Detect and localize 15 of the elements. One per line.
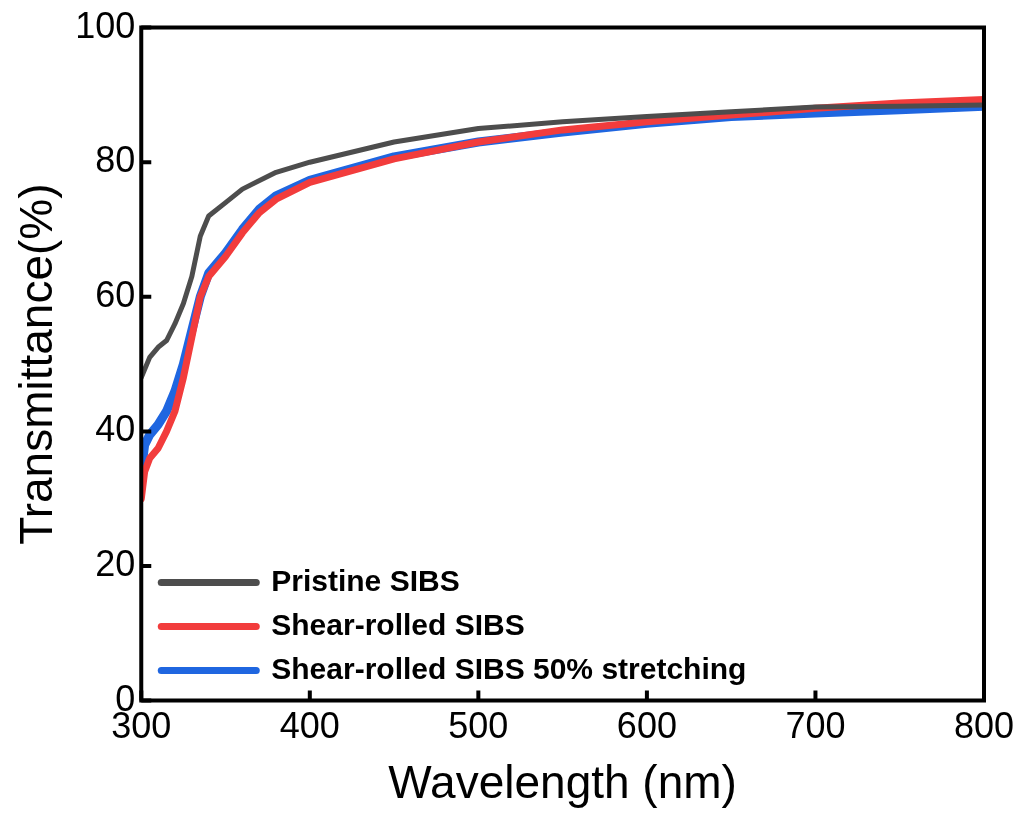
- y-tick-label: 80: [95, 139, 136, 181]
- y-tick-label: 60: [95, 273, 136, 315]
- x-axis-title: Wavelength (nm): [388, 756, 737, 809]
- legend-label: Shear-rolled SIBS: [271, 607, 525, 641]
- legend-label: Pristine SIBS: [271, 563, 460, 597]
- x-tick-label: 400: [279, 705, 340, 747]
- x-tick-label: 800: [953, 705, 1015, 747]
- y-axis-title: Transmittance(%): [10, 183, 63, 545]
- y-tick-label: 40: [95, 408, 136, 450]
- x-tick-label: 500: [448, 705, 509, 747]
- y-tick-label: 20: [95, 542, 136, 584]
- x-tick-label: 600: [616, 705, 677, 747]
- x-tick-label: 700: [785, 705, 846, 747]
- y-tick-label: 100: [75, 4, 136, 46]
- legend-label: Shear-rolled SIBS 50% stretching: [271, 651, 747, 685]
